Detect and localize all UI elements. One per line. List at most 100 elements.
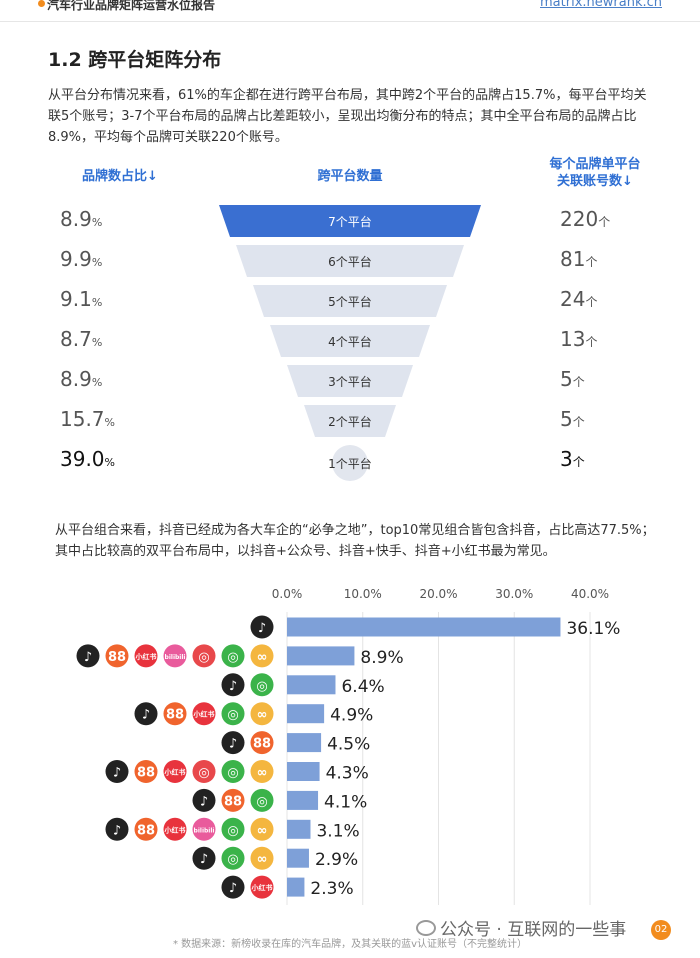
bar xyxy=(287,790,319,810)
funnel-segment xyxy=(236,245,464,277)
intro-paragraph: 从平台分布情况来看，61%的车企都在进行跨平台布局，其中跨2个平台的品牌占15.… xyxy=(48,88,647,145)
funnel-brand-share-value: 8.9 xyxy=(60,207,92,231)
svg-text:♪: ♪ xyxy=(113,766,121,781)
funnel-brand-share: 8.7% xyxy=(60,327,160,351)
count-unit: 个 xyxy=(598,215,611,229)
svg-text:∞: ∞ xyxy=(257,650,268,665)
svg-text:◎: ◎ xyxy=(198,766,209,781)
kuaishou-icon: 88 xyxy=(134,760,158,783)
wechat-channels-icon: ∞ xyxy=(250,702,274,726)
svg-text:88: 88 xyxy=(224,794,242,809)
funnel-brand-share-value: 9.9 xyxy=(60,247,92,271)
bar xyxy=(287,733,322,753)
funnel-col-accounts-line2: 关联账号数↓ xyxy=(557,174,633,189)
section-title: 1.2 跨平台矩阵分布 xyxy=(48,49,222,71)
funnel-brand-share: 9.9% xyxy=(60,247,160,271)
svg-text:∞: ∞ xyxy=(257,766,268,781)
douyin-icon: ♪ xyxy=(192,788,216,812)
svg-text:◎: ◎ xyxy=(227,708,238,723)
funnel-brand-share-value: 8.7 xyxy=(60,327,92,351)
funnel-segment xyxy=(332,445,368,481)
funnel-segment-label: 4个平台 xyxy=(328,334,372,349)
xiaohongshu-icon: 小红书 xyxy=(163,817,187,841)
percent-unit: % xyxy=(91,376,103,389)
wechat-channels-icon: ∞ xyxy=(250,817,274,841)
douyin-icon: ♪ xyxy=(221,731,245,755)
funnel-account-count: 220个 xyxy=(560,207,640,231)
svg-text:♪: ♪ xyxy=(258,621,266,636)
funnel-account-count-value: 3 xyxy=(560,447,573,471)
svg-text:♪: ♪ xyxy=(229,881,237,896)
bar-value-label: 2.9% xyxy=(315,850,358,870)
funnel-segment xyxy=(287,365,413,397)
svg-text:∞: ∞ xyxy=(257,708,268,723)
douyin-icon: ♪ xyxy=(221,673,245,697)
combo-paragraph: 从平台组合来看，抖音已经成为各大车企的“必争之地”，top10常见组合皆包含抖音… xyxy=(55,523,655,559)
funnel-brand-share-value: 8.9 xyxy=(60,367,92,391)
svg-text:bilibili: bilibili xyxy=(165,654,186,661)
svg-text:♪: ♪ xyxy=(200,794,208,809)
svg-text:♪: ♪ xyxy=(113,823,121,838)
funnel-segment xyxy=(270,325,430,357)
svg-text:小红书: 小红书 xyxy=(251,883,273,892)
funnel-account-count-value: 5 xyxy=(560,407,573,431)
funnel-brand-share-value: 9.1 xyxy=(60,287,92,311)
x-tick-label: 0.0% xyxy=(272,587,303,601)
funnel-brand-share: 39.0% xyxy=(60,447,160,471)
douyin-icon: ♪ xyxy=(105,760,129,783)
svg-text:♪: ♪ xyxy=(142,708,150,723)
bar-value-label: 6.4% xyxy=(341,677,384,697)
funnel-account-count: 81个 xyxy=(560,247,640,271)
x-tick-label: 30.0% xyxy=(495,587,533,601)
funnel-col-platform-count: 跨平台数量 xyxy=(317,169,383,184)
svg-text:◎: ◎ xyxy=(227,852,238,867)
funnel-segment-label: 2个平台 xyxy=(328,414,372,429)
kuaishou-icon: 88 xyxy=(134,817,158,841)
svg-text:◎: ◎ xyxy=(256,794,267,809)
bar-value-label: 4.3% xyxy=(326,764,369,784)
bilibili-icon: bilibili xyxy=(192,817,216,841)
xiaohongshu-icon: 小红书 xyxy=(250,875,274,899)
douyin-icon: ♪ xyxy=(221,875,245,899)
svg-text:88: 88 xyxy=(137,823,155,838)
bar xyxy=(287,675,336,695)
report-header: 汽车行业品牌矩阵运营水位报告 matrix.newrank.cn xyxy=(0,0,700,22)
bar xyxy=(287,617,561,637)
wechat-channels-icon: ∞ xyxy=(250,644,274,668)
svg-text:88: 88 xyxy=(137,766,155,781)
bar xyxy=(287,848,309,868)
count-unit: 个 xyxy=(572,455,585,469)
weibo-icon: ◎ xyxy=(192,644,216,668)
svg-text:◎: ◎ xyxy=(227,650,238,665)
svg-text:小红书: 小红书 xyxy=(135,652,157,661)
funnel-chart: 7个平台 6个平台 5个平台 4个平台 3个平台 2个平台 1个平台 xyxy=(219,205,481,481)
bar-value-label: 4.1% xyxy=(324,792,367,812)
funnel-segment-label: 7个平台 xyxy=(328,214,372,229)
funnel-account-count: 5个 xyxy=(560,367,640,391)
funnel-account-count: 3个 xyxy=(560,447,640,471)
percent-unit: % xyxy=(91,336,103,349)
svg-text:小红书: 小红书 xyxy=(164,825,186,834)
douyin-icon: ♪ xyxy=(192,846,216,870)
site-link[interactable]: matrix.newrank.cn xyxy=(540,0,662,10)
svg-text:♪: ♪ xyxy=(229,737,237,752)
svg-text:◎: ◎ xyxy=(256,679,267,694)
funnel-brand-share-value: 39.0 xyxy=(60,447,105,471)
funnel-brand-share-value: 15.7 xyxy=(60,407,105,431)
svg-text:88: 88 xyxy=(253,737,271,752)
wechat-official-icon: ◎ xyxy=(250,788,274,812)
wechat-watermark-icon xyxy=(416,920,436,936)
weibo-icon: ◎ xyxy=(192,760,216,783)
bar-value-label: 4.5% xyxy=(327,735,370,755)
funnel-col-brand-share: 品牌数占比↓ xyxy=(82,169,158,184)
percent-unit: % xyxy=(91,296,103,309)
funnel-segment-label: 1个平台 xyxy=(328,456,372,471)
svg-text:◎: ◎ xyxy=(198,650,209,665)
funnel-segment xyxy=(253,285,447,317)
svg-text:♪: ♪ xyxy=(229,679,237,694)
watermark: 公众号 · 互联网的一些事 xyxy=(440,920,627,940)
x-tick-label: 20.0% xyxy=(419,587,457,601)
count-unit: 个 xyxy=(572,375,585,389)
bar-value-label: 4.9% xyxy=(330,706,373,726)
